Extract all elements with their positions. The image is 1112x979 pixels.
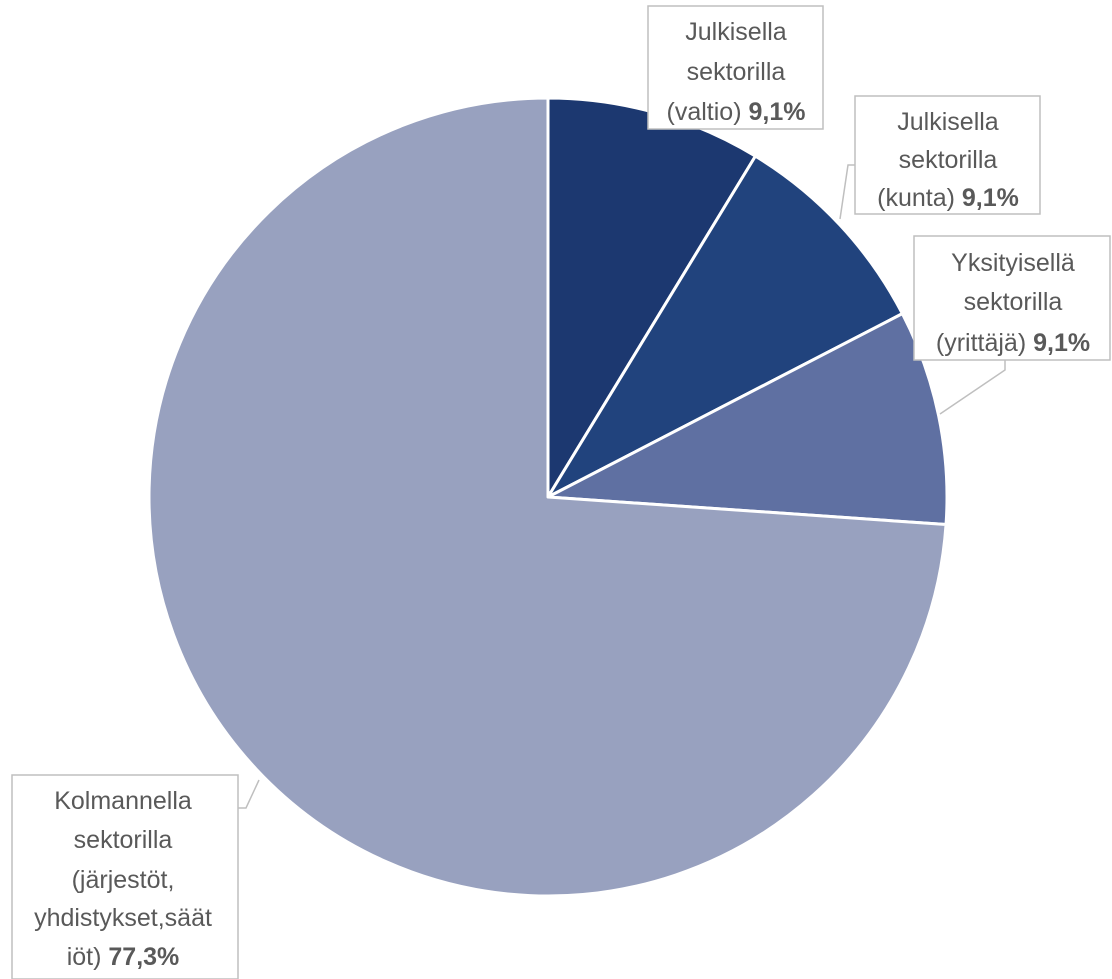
pie-slice-2: [546, 154, 904, 499]
data-label-text: Yksityisellä: [951, 249, 1075, 277]
data-label-text: sektorilla: [74, 826, 173, 854]
data-label-text: iöt) 77,3%: [67, 943, 180, 971]
data-label-text: sektorilla: [964, 288, 1063, 316]
data-label-text: sektorilla: [687, 58, 786, 86]
leader-line: [238, 779, 260, 809]
leader-line: [839, 164, 855, 220]
data-label-text: (järjestöt,: [72, 866, 175, 894]
pie-slice-3: [546, 312, 949, 527]
data-label-text: yhdistykset,säät: [34, 904, 212, 932]
data-label-text: (yrittäjä) 9,1%: [936, 329, 1090, 357]
leader-line: [939, 360, 1006, 415]
data-label-text: Julkisella: [685, 18, 787, 46]
data-label-box: [11, 774, 239, 979]
data-label-box: [647, 5, 824, 130]
data-label-3: Yksityisellä sektorilla (yrittäjä) 9,1%: [913, 235, 1111, 415]
data-label-value: 9,1%: [1026, 329, 1090, 357]
data-label-text: (kunta) 9,1%: [877, 184, 1019, 212]
pie-slices: [147, 96, 949, 898]
data-label-box: [854, 95, 1041, 215]
data-label-value: 9,1%: [742, 98, 806, 126]
data-label-text: (valtio) 9,1%: [667, 98, 806, 126]
data-label-text: Julkisella: [897, 108, 999, 136]
pie-slice-4: [147, 96, 948, 898]
data-label-box: [913, 235, 1111, 361]
data-label-4: Kolmannella sektorilla (järjestöt, yhdistyk…: [11, 774, 260, 979]
data-label-value: 9,1%: [955, 184, 1019, 212]
data-label-value: 77,3%: [101, 943, 179, 971]
data-label-2: Julkisella sektorilla (kunta) 9,1%: [839, 95, 1041, 220]
data-label-text: sektorilla: [899, 146, 998, 174]
data-label-text: Kolmannella: [54, 787, 192, 815]
data-label-1: Julkisella sektorilla (valtio) 9,1%: [647, 5, 824, 130]
